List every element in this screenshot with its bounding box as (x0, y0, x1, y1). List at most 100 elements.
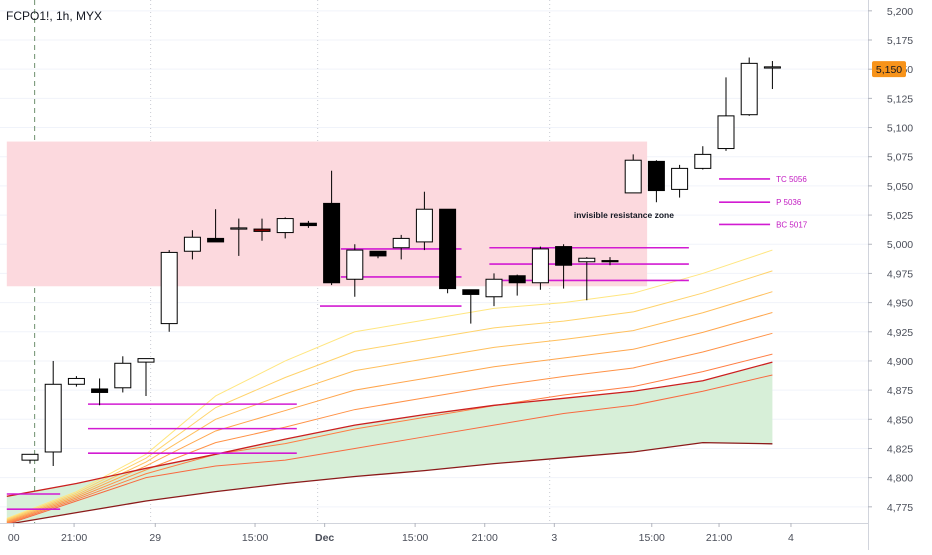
candle[interactable] (67, 376, 85, 387)
candle[interactable] (462, 289, 480, 324)
candle[interactable] (21, 453, 39, 464)
candle-body (323, 202, 341, 284)
time-tick-label: 21:00 (61, 532, 87, 544)
moving-average-dark-red (6, 441, 773, 525)
candle[interactable] (578, 257, 596, 301)
time-tick-label: 4 (788, 532, 794, 544)
candle[interactable] (276, 217, 294, 239)
price-axis[interactable]: 4,775 4,800 4,825 4,850 4,875 4,900 4,925 4,950… (868, 0, 932, 550)
candle[interactable] (183, 230, 201, 260)
price-tick-label: 5,000 (887, 239, 913, 251)
candle-body (392, 237, 410, 249)
price-tick-label: 4,925 (887, 327, 913, 339)
price-tick-label: 5,125 (887, 93, 913, 105)
candle[interactable] (601, 257, 619, 266)
candle[interactable] (763, 61, 781, 90)
candle-body (183, 236, 201, 252)
price-tick-label: 4,825 (887, 443, 913, 455)
candle[interactable] (346, 244, 364, 297)
ribbon-line (6, 291, 773, 521)
candle-body (346, 249, 364, 280)
pivot-level-label: BC 5017 (776, 220, 808, 229)
candle[interactable] (671, 164, 689, 198)
candle[interactable] (555, 244, 573, 289)
candle-body (369, 250, 387, 257)
candle-body (299, 222, 317, 227)
ribbon-line (6, 249, 773, 519)
candle-body (717, 115, 735, 150)
candle[interactable] (647, 160, 665, 203)
price-tick-label: 4,900 (887, 356, 913, 368)
candle-body (601, 260, 619, 263)
candle[interactable] (323, 170, 341, 286)
candle-body (207, 237, 225, 243)
candle-body (114, 362, 132, 389)
candle-body (647, 160, 665, 192)
time-tick-label: 3 (551, 532, 557, 544)
last-price-label: 5,150 (876, 64, 902, 76)
candle-body (137, 358, 155, 363)
candle-body (740, 62, 758, 116)
candle-body (578, 257, 596, 263)
moving-average-ribbon-layer (6, 249, 773, 525)
time-axis[interactable]: 00 21:00 29 15:00 Dec 15:00 21:00 3 15:00 21:00 4 (0, 523, 868, 550)
pivot-level-label: P 5036 (776, 198, 802, 207)
moving-average-fill-layer (6, 362, 773, 525)
candle[interactable] (91, 378, 109, 406)
candle[interactable] (508, 274, 526, 296)
candle[interactable] (369, 250, 387, 259)
candle[interactable] (740, 57, 758, 116)
time-tick-label: 15:00 (242, 532, 268, 544)
candles-layer[interactable] (21, 57, 781, 466)
candle[interactable] (114, 356, 132, 393)
candle-body (253, 228, 271, 232)
candle[interactable] (137, 358, 155, 396)
time-tick-label: 15:00 (402, 532, 428, 544)
moving-average-red (6, 361, 773, 497)
price-axis-background (868, 0, 932, 550)
price-tick-label: 5,100 (887, 123, 913, 135)
candle-body (624, 159, 642, 194)
candle[interactable] (624, 154, 642, 194)
candle[interactable] (415, 191, 433, 251)
candle[interactable] (299, 220, 317, 228)
candle[interactable] (253, 218, 271, 241)
candle[interactable] (531, 246, 549, 290)
annotation-text: invisible resistance zone (574, 210, 674, 220)
time-axis-background (0, 523, 868, 550)
price-tick-label: 4,875 (887, 385, 913, 397)
candle-body (21, 453, 39, 461)
price-tick-label: 4,775 (887, 502, 913, 514)
candle-body (67, 377, 85, 385)
candle-body (694, 153, 712, 169)
time-tick-label: 21:00 (472, 532, 498, 544)
price-tick-label: 4,850 (887, 414, 913, 426)
price-tick-label: 4,975 (887, 268, 913, 280)
price-tick-label: 5,075 (887, 152, 913, 164)
candle[interactable] (230, 218, 248, 256)
candle[interactable] (717, 77, 735, 151)
annotation-layer: invisible resistance zone (574, 210, 674, 220)
price-tick-label: 4,800 (887, 473, 913, 485)
candle-body (230, 227, 248, 230)
candle[interactable] (44, 360, 62, 466)
ribbon-line (6, 270, 773, 520)
candle[interactable] (694, 146, 712, 170)
candle[interactable] (207, 209, 225, 243)
candle[interactable] (439, 208, 457, 294)
candle-body (439, 208, 457, 290)
pivot-level-label: TC 5056 (776, 175, 807, 184)
price-tick-label: 5,025 (887, 210, 913, 222)
price-tick-label: 5,050 (887, 181, 913, 193)
candle-body (160, 251, 178, 325)
candle[interactable] (392, 234, 410, 260)
candle[interactable] (160, 250, 178, 332)
ribbon-line (6, 332, 773, 523)
time-tick-label: 00 (8, 532, 20, 544)
last-price-badge[interactable] (872, 61, 906, 78)
candle-body (763, 66, 781, 69)
price-tick-label: 5,200 (887, 6, 913, 18)
candle[interactable] (485, 273, 503, 307)
